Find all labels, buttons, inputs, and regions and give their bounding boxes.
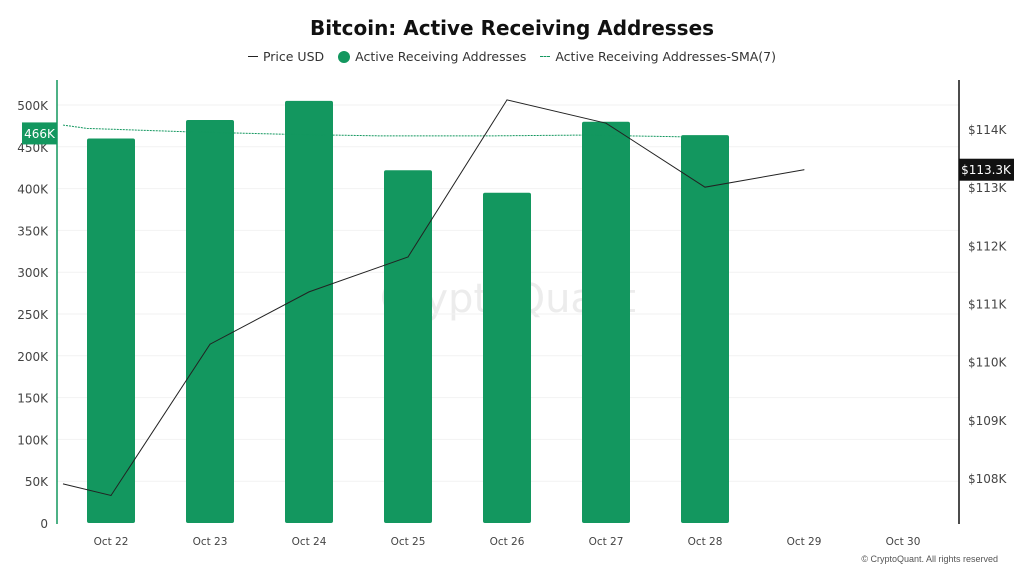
right-tick-label: $114K <box>968 123 1008 137</box>
legend-item-addresses[interactable]: Active Receiving Addresses <box>338 49 526 64</box>
left-tick-label: 500K <box>17 99 49 113</box>
right-current-label: $113.3K <box>961 163 1012 177</box>
left-tick-label: 350K <box>17 224 49 238</box>
left-tick-label: 50K <box>25 475 49 489</box>
x-tick-label: Oct 29 <box>787 536 822 548</box>
bar <box>384 170 432 523</box>
bar <box>582 121 630 523</box>
price-point <box>605 122 607 124</box>
left-tick-label: 100K <box>17 433 49 447</box>
x-tick-label: Oct 22 <box>94 536 129 548</box>
price-point <box>308 291 310 293</box>
x-tick-label: Oct 28 <box>688 536 723 548</box>
right-tick-label: $113K <box>968 181 1008 195</box>
right-tick-label: $108K <box>968 472 1008 486</box>
legend-label: Price USD <box>262 49 325 64</box>
right-tick-label: $112K <box>968 239 1008 253</box>
x-tick-label: Oct 26 <box>490 536 525 548</box>
right-tick-label: $109K <box>968 414 1008 428</box>
left-tick-label: 400K <box>17 183 49 197</box>
price-point <box>506 99 508 101</box>
x-tick-label: Oct 25 <box>391 536 426 548</box>
bar <box>483 192 531 523</box>
bar <box>681 135 729 523</box>
bar <box>285 100 333 523</box>
legend: Price USD Active Receiving Addresses Act… <box>0 49 1024 64</box>
legend-label: Active Receiving Addresses-SMA(7) <box>555 49 777 64</box>
x-tick-label: Oct 27 <box>589 536 624 548</box>
x-tick-label: Oct 30 <box>886 536 921 548</box>
left-tick-label: 200K <box>17 350 49 364</box>
dashed-swatch-icon <box>540 56 551 57</box>
x-tick-label: Oct 24 <box>292 536 327 548</box>
price-point <box>803 169 805 171</box>
left-current-badge <box>22 122 57 145</box>
right-tick-label: $111K <box>968 298 1008 312</box>
right-tick-label: $110K <box>968 356 1008 370</box>
left-tick-label: 250K <box>17 308 49 322</box>
legend-item-price[interactable]: Price USD <box>247 49 325 64</box>
copyright: © CryptoQuant. All rights reserved <box>861 554 998 564</box>
price-point <box>209 343 211 345</box>
left-tick-label: 150K <box>17 392 49 406</box>
bar <box>186 120 234 523</box>
left-tick-label: 300K <box>17 266 49 280</box>
price-point <box>407 256 409 258</box>
price-point <box>110 494 112 496</box>
x-tick-label: Oct 23 <box>193 536 228 548</box>
chart-title: Bitcoin: Active Receiving Addresses <box>309 16 715 40</box>
dot-swatch-icon <box>338 50 351 63</box>
legend-label: Active Receiving Addresses <box>355 49 527 64</box>
bar <box>87 138 135 523</box>
legend-item-sma[interactable]: Active Receiving Addresses-SMA(7) <box>540 49 776 64</box>
left-current-label: 466K <box>24 127 56 141</box>
sma-line <box>62 124 682 138</box>
left-tick-label: 0 <box>40 517 48 531</box>
right-current-badge <box>959 158 1014 181</box>
line-swatch-icon <box>247 56 258 57</box>
price-point <box>704 186 706 188</box>
